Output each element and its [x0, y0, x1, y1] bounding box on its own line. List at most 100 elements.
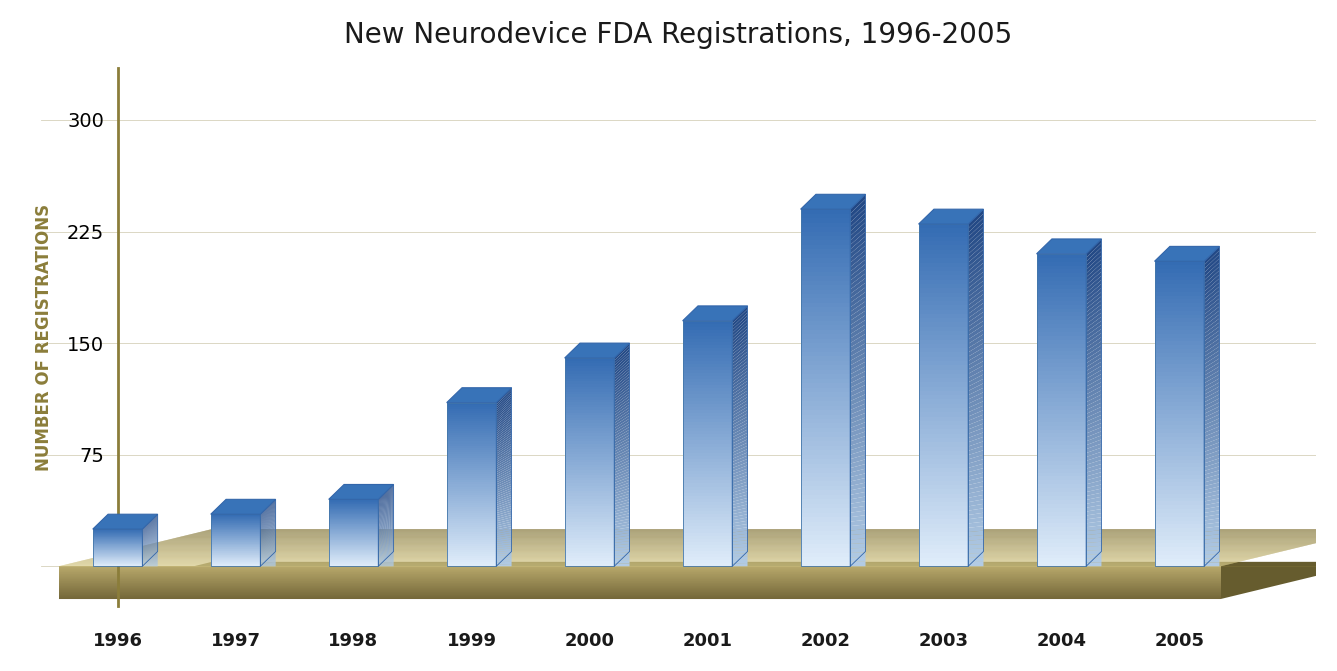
Polygon shape [564, 444, 614, 446]
Polygon shape [614, 466, 630, 475]
Polygon shape [850, 538, 865, 544]
Polygon shape [850, 427, 865, 437]
Polygon shape [968, 437, 984, 446]
Polygon shape [378, 539, 393, 546]
Polygon shape [850, 297, 865, 312]
Polygon shape [261, 509, 275, 522]
Polygon shape [733, 482, 747, 490]
Polygon shape [1205, 399, 1219, 410]
Polygon shape [211, 499, 275, 514]
Polygon shape [378, 543, 393, 548]
Polygon shape [447, 539, 496, 541]
Polygon shape [378, 548, 393, 552]
Polygon shape [683, 401, 733, 404]
Polygon shape [378, 505, 393, 517]
Polygon shape [850, 246, 865, 263]
Polygon shape [1205, 438, 1219, 448]
Polygon shape [1205, 434, 1219, 444]
Polygon shape [378, 517, 393, 527]
Polygon shape [683, 477, 733, 480]
Polygon shape [1205, 346, 1219, 360]
Polygon shape [968, 258, 984, 275]
Polygon shape [968, 280, 984, 297]
Polygon shape [801, 374, 850, 379]
Polygon shape [968, 504, 984, 511]
Polygon shape [142, 527, 158, 538]
Polygon shape [142, 544, 158, 550]
Polygon shape [329, 563, 378, 564]
Polygon shape [564, 493, 614, 496]
Polygon shape [801, 316, 850, 321]
Polygon shape [1036, 523, 1086, 527]
Polygon shape [1086, 255, 1102, 273]
Polygon shape [801, 521, 850, 526]
Polygon shape [919, 464, 968, 468]
Polygon shape [850, 385, 865, 397]
Polygon shape [733, 329, 747, 346]
Polygon shape [447, 429, 496, 431]
Polygon shape [919, 280, 968, 284]
Polygon shape [850, 320, 865, 334]
Polygon shape [1155, 509, 1205, 513]
Polygon shape [378, 533, 393, 539]
Polygon shape [447, 527, 496, 529]
Polygon shape [919, 262, 968, 267]
Polygon shape [850, 301, 865, 316]
Polygon shape [1205, 403, 1219, 414]
Polygon shape [968, 442, 984, 451]
Polygon shape [850, 557, 865, 562]
Polygon shape [614, 446, 630, 457]
Polygon shape [801, 486, 850, 491]
Polygon shape [142, 556, 158, 560]
Polygon shape [850, 227, 865, 245]
Polygon shape [1205, 282, 1219, 299]
Polygon shape [564, 421, 614, 423]
Polygon shape [614, 379, 630, 395]
Polygon shape [447, 460, 496, 462]
Polygon shape [447, 472, 496, 474]
Polygon shape [496, 408, 512, 423]
Polygon shape [919, 365, 968, 370]
Polygon shape [142, 553, 158, 557]
Polygon shape [1036, 425, 1086, 429]
Polygon shape [1155, 403, 1205, 406]
Polygon shape [968, 379, 984, 391]
Polygon shape [378, 563, 393, 564]
Polygon shape [614, 544, 630, 548]
Polygon shape [968, 531, 984, 536]
Polygon shape [378, 492, 393, 506]
Polygon shape [850, 195, 865, 213]
Polygon shape [801, 508, 850, 513]
Polygon shape [850, 525, 865, 531]
Polygon shape [1036, 515, 1086, 519]
Polygon shape [1086, 505, 1102, 511]
Polygon shape [142, 532, 158, 542]
Polygon shape [261, 556, 275, 559]
Polygon shape [1205, 558, 1219, 562]
Polygon shape [1086, 554, 1102, 558]
Polygon shape [919, 246, 968, 250]
Polygon shape [1086, 288, 1102, 305]
Polygon shape [614, 366, 630, 381]
Polygon shape [564, 343, 630, 358]
Polygon shape [1036, 472, 1086, 476]
Polygon shape [1205, 522, 1219, 528]
Polygon shape [1205, 278, 1219, 296]
Polygon shape [1036, 535, 1086, 539]
Polygon shape [919, 386, 968, 391]
Polygon shape [564, 462, 614, 465]
Polygon shape [447, 503, 496, 505]
Polygon shape [1205, 534, 1219, 539]
Polygon shape [1036, 476, 1086, 480]
Polygon shape [447, 495, 496, 497]
Polygon shape [447, 440, 496, 442]
Polygon shape [142, 546, 158, 552]
Polygon shape [683, 397, 733, 401]
Polygon shape [261, 518, 275, 529]
Polygon shape [850, 348, 865, 361]
Polygon shape [919, 327, 968, 331]
Polygon shape [496, 537, 512, 541]
Polygon shape [142, 559, 158, 562]
Polygon shape [564, 486, 614, 488]
Polygon shape [1036, 446, 1086, 449]
